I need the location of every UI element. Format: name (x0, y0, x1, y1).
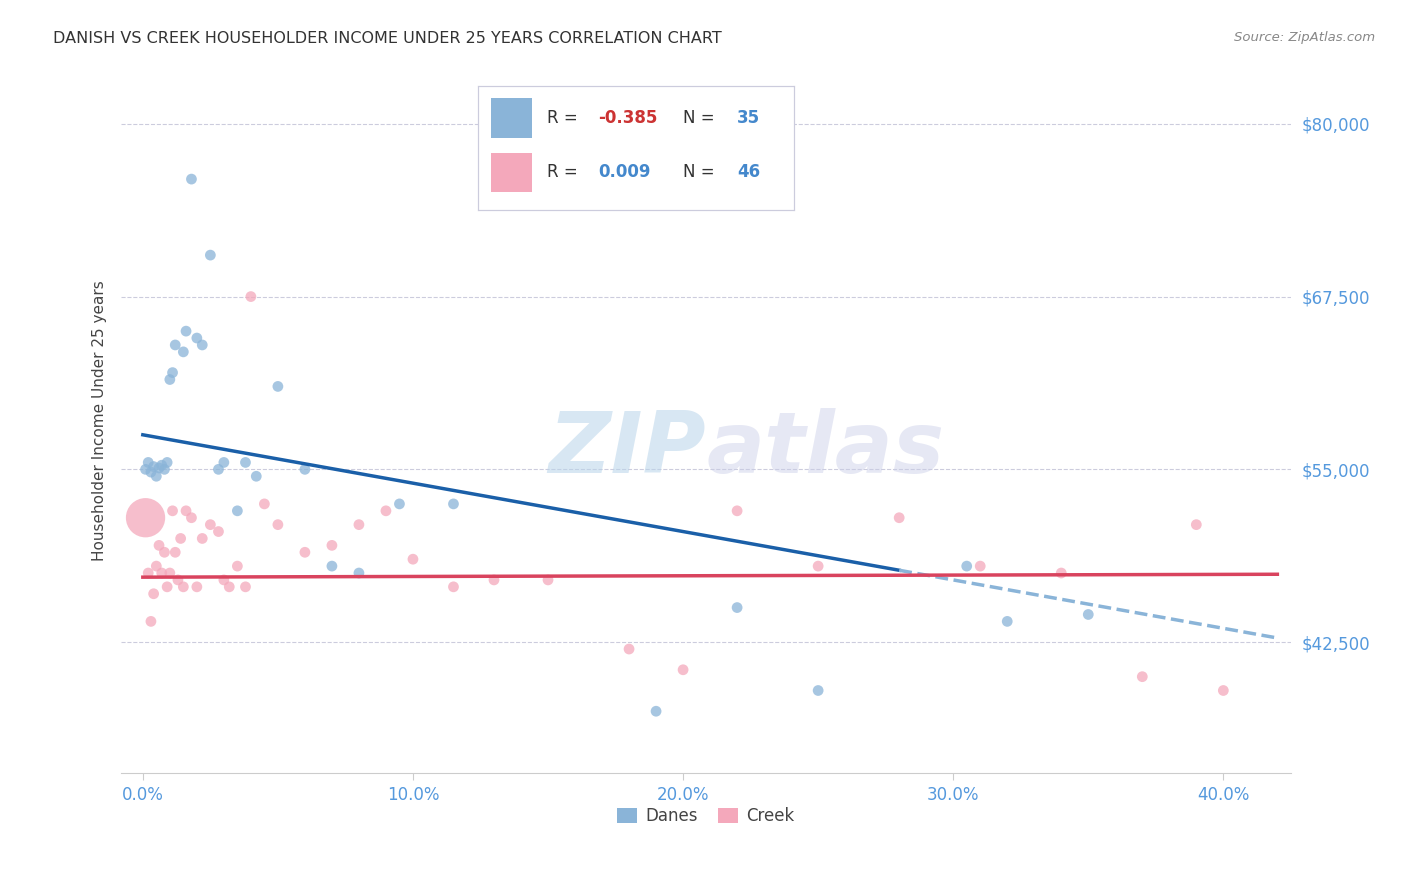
Point (139, 465, 162, 479)
Point (200, 248, 222, 262)
Point (191, 532, 214, 546)
Point (174, 324, 197, 338)
Point (267, 517, 290, 532)
Point (537, 573, 560, 587)
Point (321, 559, 343, 574)
Point (889, 510, 911, 524)
Point (235, 455, 257, 469)
Point (321, 538, 343, 552)
Point (186, 580, 208, 594)
Point (186, 331, 208, 345)
Point (388, 497, 411, 511)
Point (969, 559, 991, 574)
Point (1050, 566, 1073, 580)
Point (148, 461, 170, 475)
Point (725, 504, 748, 518)
Text: DANISH VS CREEK HOUSEHOLDER INCOME UNDER 25 YEARS CORRELATION CHART: DANISH VS CREEK HOUSEHOLDER INCOME UNDER… (53, 31, 723, 46)
Point (1212, 683, 1234, 698)
Text: ZIP: ZIP (548, 408, 706, 491)
Point (145, 469, 167, 483)
Point (347, 566, 370, 580)
Point (153, 545, 176, 559)
Point (1077, 607, 1099, 622)
Point (443, 497, 465, 511)
Point (139, 615, 162, 629)
Point (347, 517, 370, 532)
Text: Source: ZipAtlas.com: Source: ZipAtlas.com (1234, 31, 1375, 45)
Point (267, 379, 290, 393)
Point (672, 663, 695, 677)
Point (995, 615, 1018, 629)
Point (482, 573, 505, 587)
Point (156, 455, 179, 469)
Point (1185, 517, 1208, 532)
Point (148, 538, 170, 552)
Point (402, 552, 425, 566)
Point (212, 455, 235, 469)
Point (253, 497, 276, 511)
Point (218, 580, 240, 594)
Point (150, 458, 173, 473)
Point (956, 559, 979, 574)
Point (226, 559, 249, 574)
Point (142, 587, 165, 601)
Point (145, 559, 167, 574)
Point (226, 504, 249, 518)
Point (180, 172, 202, 186)
Point (136, 566, 159, 580)
Point (617, 642, 640, 657)
Point (191, 338, 214, 352)
Point (159, 566, 181, 580)
Legend: Danes, Creek: Danes, Creek (617, 807, 794, 825)
Point (1130, 670, 1153, 684)
Point (212, 573, 235, 587)
Point (235, 580, 257, 594)
Text: atlas: atlas (706, 408, 945, 491)
Point (172, 580, 194, 594)
Point (294, 462, 316, 476)
Point (162, 366, 184, 380)
Point (180, 510, 202, 524)
Point (142, 459, 165, 474)
Point (159, 372, 181, 386)
Point (807, 559, 830, 574)
Point (443, 580, 465, 594)
Point (239, 289, 262, 303)
Point (167, 573, 190, 587)
Point (136, 455, 159, 469)
Point (153, 462, 176, 476)
Point (169, 532, 191, 546)
Point (207, 462, 229, 476)
Point (294, 545, 316, 559)
Point (374, 504, 396, 518)
Point (135, 462, 157, 476)
Point (156, 580, 179, 594)
Point (200, 517, 222, 532)
Point (807, 683, 830, 698)
Point (162, 504, 184, 518)
Point (725, 600, 748, 615)
Point (174, 504, 197, 518)
Point (165, 338, 187, 352)
Point (207, 524, 229, 539)
Y-axis label: Householder Income Under 25 years: Householder Income Under 25 years (93, 281, 107, 561)
Point (645, 704, 668, 718)
Point (135, 510, 157, 524)
Point (150, 566, 173, 580)
Point (245, 469, 267, 483)
Point (165, 545, 187, 559)
Point (172, 344, 194, 359)
